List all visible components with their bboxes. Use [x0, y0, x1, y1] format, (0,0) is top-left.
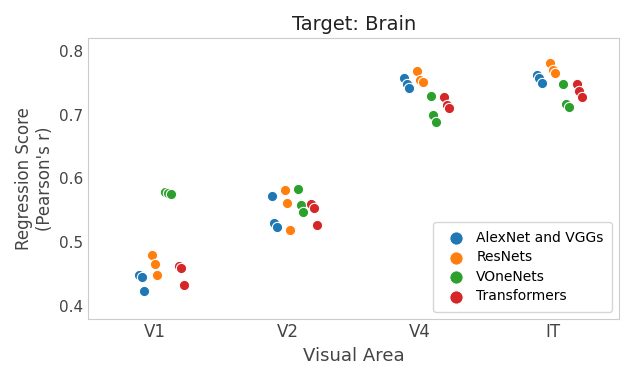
Y-axis label: Regression Score
(Pearson's r): Regression Score (Pearson's r): [15, 107, 54, 250]
ResNets: [150, 261, 160, 267]
Point: [272, 224, 282, 230]
Point: [545, 60, 555, 66]
Point: [285, 227, 295, 233]
Point: [561, 101, 571, 107]
Point: [282, 200, 292, 206]
Point: [564, 104, 574, 110]
Point: [571, 81, 581, 87]
Point: [441, 102, 451, 108]
Point: [574, 87, 585, 93]
Point: [309, 205, 319, 211]
Point: [293, 185, 303, 192]
VOneNets: [165, 192, 176, 198]
X-axis label: Visual Area: Visual Area: [303, 347, 404, 365]
Point: [399, 75, 409, 81]
VOneNets: [160, 190, 171, 196]
Title: Target: Brain: Target: Brain: [292, 15, 416, 34]
Point: [412, 68, 422, 74]
Point: [444, 105, 455, 111]
AlexNet and VGGs: [136, 274, 146, 280]
ResNets: [147, 252, 157, 258]
Point: [402, 81, 412, 87]
ResNets: [152, 272, 162, 278]
Point: [425, 93, 436, 99]
Point: [404, 85, 415, 91]
Point: [558, 81, 568, 87]
Transformers: [176, 264, 186, 271]
Point: [577, 94, 587, 100]
Point: [439, 94, 449, 100]
Point: [431, 119, 441, 125]
Point: [534, 75, 545, 81]
Point: [295, 202, 306, 208]
Point: [280, 187, 290, 193]
Point: [428, 112, 438, 119]
Point: [548, 67, 558, 73]
AlexNet and VGGs: [139, 288, 149, 294]
Point: [537, 80, 547, 86]
Point: [298, 209, 308, 215]
Transformers: [174, 263, 184, 269]
Point: [532, 72, 542, 78]
Point: [269, 220, 279, 226]
Point: [306, 201, 316, 207]
AlexNet and VGGs: [134, 272, 144, 278]
Point: [311, 222, 321, 228]
Legend: AlexNet and VGGs, ResNets, VOneNets, Transformers: AlexNet and VGGs, ResNets, VOneNets, Tra…: [433, 222, 612, 312]
Point: [550, 70, 560, 76]
Point: [418, 79, 428, 85]
Transformers: [179, 282, 189, 288]
Point: [266, 193, 276, 200]
VOneNets: [163, 190, 173, 196]
Point: [415, 77, 425, 83]
